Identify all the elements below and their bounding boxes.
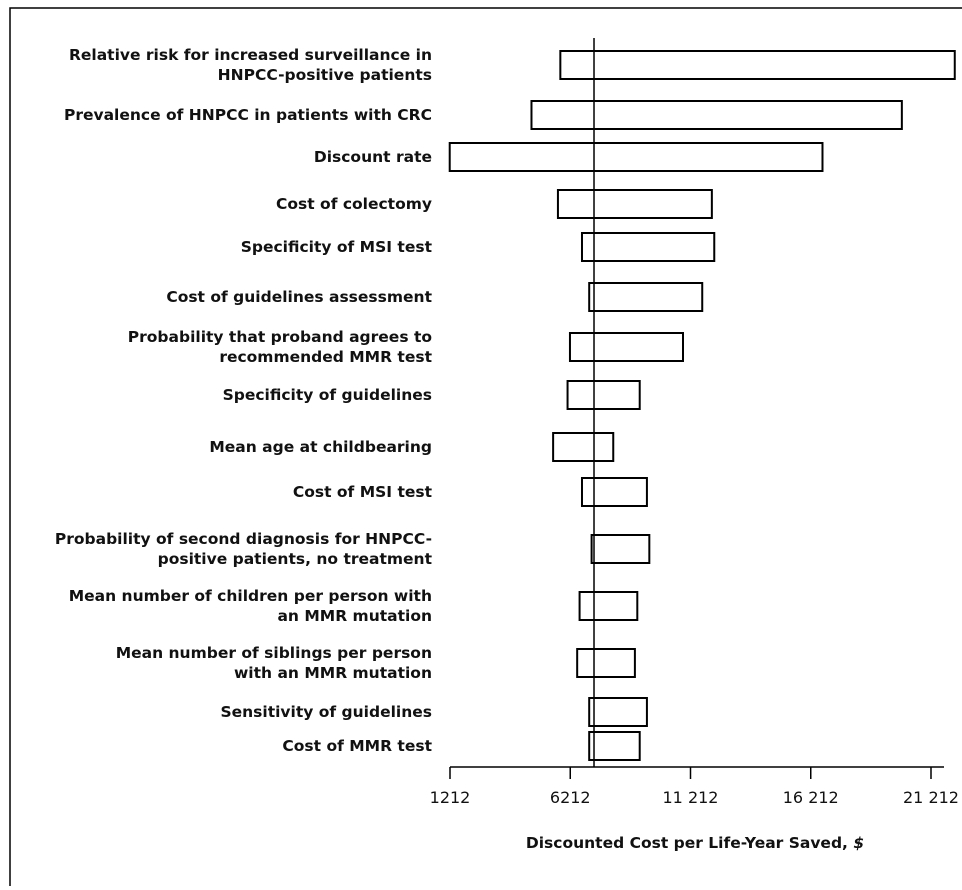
row-label-line: Cost of guidelines assessment [166, 288, 432, 306]
row-label: Sensitivity of guidelines [220, 703, 432, 721]
x-tick-label: 6212 [550, 788, 591, 807]
row-label: Mean age at childbearing [209, 438, 432, 456]
row-label-line: Discount rate [314, 148, 432, 166]
tornado-bar [580, 477, 648, 507]
tornado-bar [566, 380, 641, 410]
labels-layer: Relative risk for increased surveillance… [55, 46, 433, 755]
row-label: Cost of MMR test [282, 737, 432, 755]
row-label: Cost of guidelines assessment [166, 288, 432, 306]
row-label: Relative risk for increased surveillance… [69, 46, 432, 84]
row-label-line: Cost of colectomy [276, 195, 432, 213]
row-label-line: HNPCC-positive patients [218, 66, 432, 84]
tornado-bar [568, 332, 684, 362]
row-label: Probability that proband agrees to recomm… [128, 328, 433, 366]
row-label: Specificity of guidelines [223, 386, 432, 404]
tornado-bar [448, 142, 824, 172]
row-label-line: Probability of second diagnosis for HNPC… [55, 530, 432, 548]
x-tick-label: 1212 [430, 788, 471, 807]
row-label-line: Specificity of MSI test [241, 238, 433, 256]
row-label-line: Mean number of children per person with [69, 587, 432, 605]
row-label: Specificity of MSI test [241, 238, 433, 256]
row-label: Discount rate [314, 148, 432, 166]
tornado-bar [588, 282, 704, 312]
tornado-bar [580, 232, 716, 262]
x-tick-label: 11 212 [663, 788, 719, 807]
x-axis-label: Discounted Cost per Life-Year Saved, $ [526, 834, 864, 852]
row-label: Mean number of children per person with a… [69, 587, 432, 625]
tornado-bar [578, 591, 639, 621]
row-label-line: Specificity of guidelines [223, 386, 432, 404]
row-label-line: Mean age at childbearing [209, 438, 432, 456]
row-label-line: Prevalence of HNPCC in patients with CRC [64, 106, 432, 124]
row-label-line: Mean number of siblings per person [116, 644, 432, 662]
tornado-bar [556, 189, 713, 219]
row-label-line: Relative risk for increased surveillance… [69, 46, 432, 64]
row-label-line: Probability that proband agrees to [128, 328, 432, 346]
bars-layer [448, 50, 956, 761]
row-label: Cost of colectomy [276, 195, 432, 213]
row-label-line: Sensitivity of guidelines [220, 703, 432, 721]
row-label: Cost of MSI test [293, 483, 433, 501]
tornado-bar [576, 648, 636, 678]
row-label-line: Cost of MSI test [293, 483, 433, 501]
tornado-bar [559, 50, 956, 80]
tornado-bar [552, 432, 615, 462]
tornado-bar [588, 731, 641, 761]
row-label: Probability of second diagnosis for HNPC… [55, 530, 433, 568]
x-tick-label: 16 212 [783, 788, 839, 807]
row-label-line: recommended MMR test [219, 348, 432, 366]
tornado-bar [588, 697, 648, 727]
row-label-line: Cost of MMR test [282, 737, 432, 755]
row-label: Prevalence of HNPCC in patients with CRC [64, 106, 432, 124]
row-label-line: with an MMR mutation [234, 664, 432, 682]
chart-border [9, 7, 962, 890]
tornado-bar [590, 534, 651, 564]
x-axis: 1212 6212 11 212 16 212 21 212 [430, 766, 959, 807]
row-label-line: positive patients, no treatment [158, 550, 433, 568]
tornado-bar [530, 100, 903, 130]
row-label-line: an MMR mutation [277, 607, 432, 625]
row-label: Mean number of siblings per person with a… [116, 644, 432, 682]
x-tick-label: 21 212 [903, 788, 959, 807]
